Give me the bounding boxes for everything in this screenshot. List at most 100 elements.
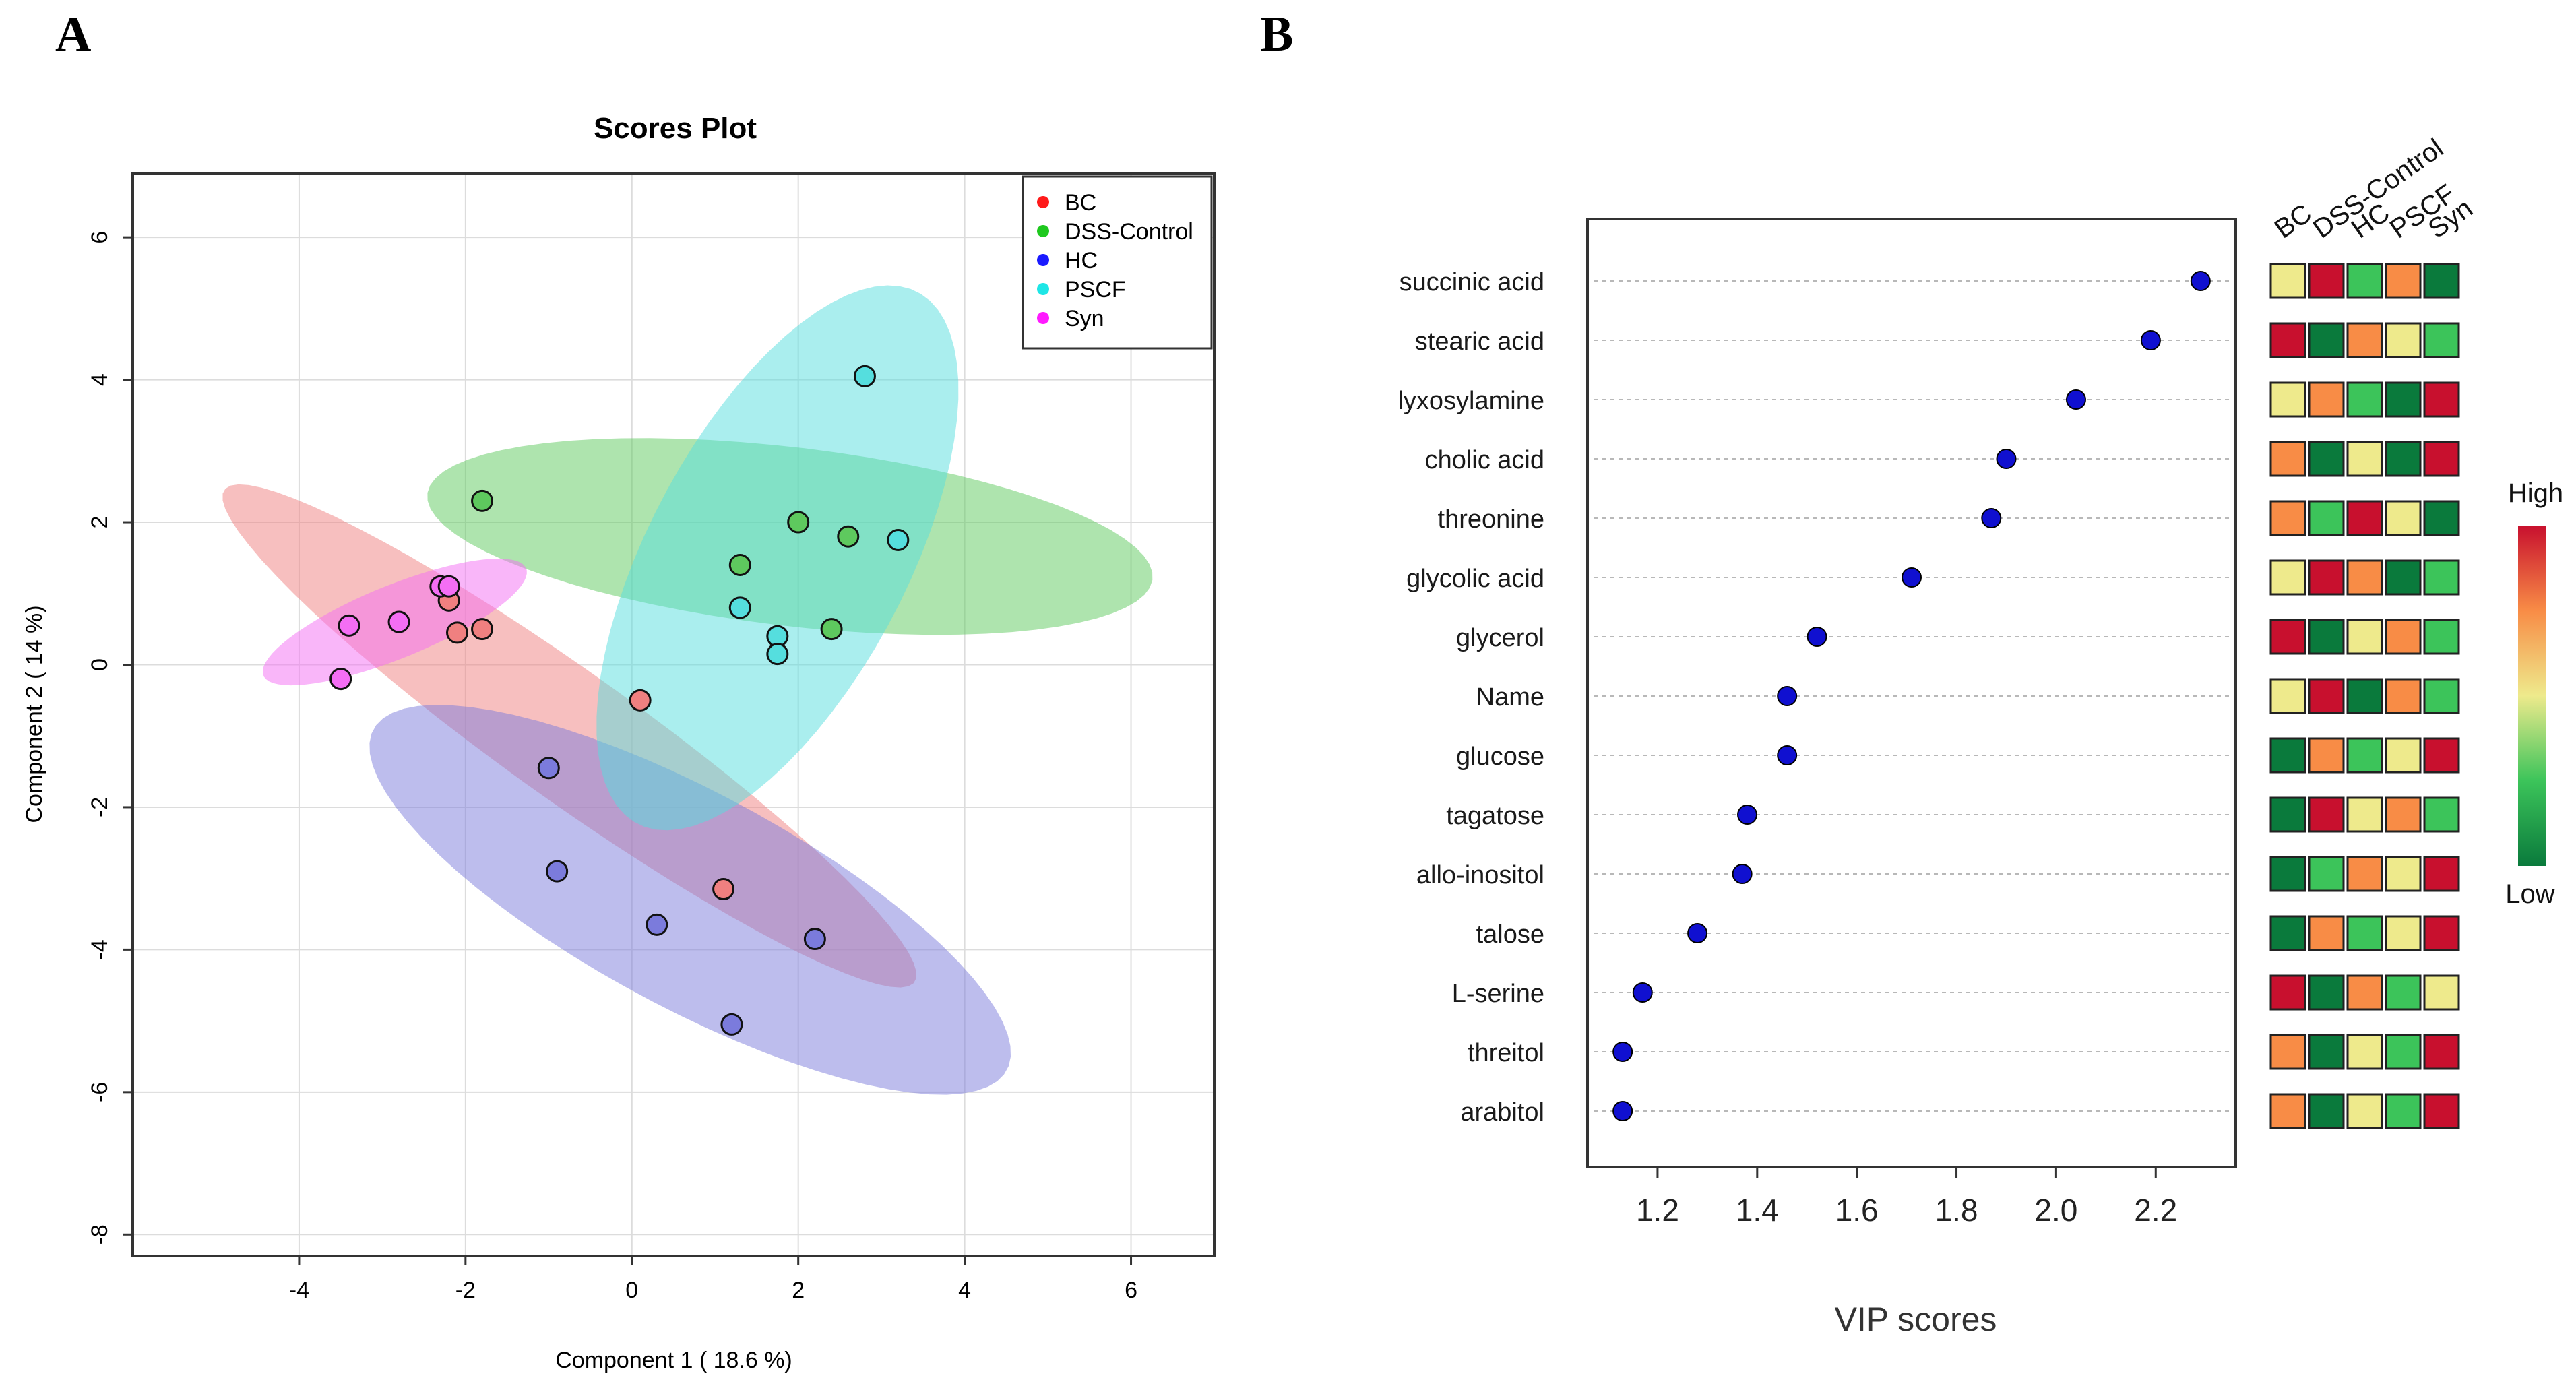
heatmap-cell [2308, 322, 2345, 358]
vip-point-glucose [1777, 745, 1798, 765]
point-hc [537, 757, 560, 780]
heatmap-cell [2423, 915, 2460, 951]
heatmap-cell [2269, 559, 2306, 596]
scores-y-tick-label: 6 [87, 231, 113, 244]
metabolite-label: threitol [1468, 1039, 1544, 1067]
heatmap-cell [2346, 915, 2383, 951]
heatmap-cell [2423, 559, 2460, 596]
point-syn [329, 668, 352, 691]
heatmap-cell [2385, 915, 2422, 951]
heatmap-cell [2385, 678, 2422, 714]
color-scale-high-label: High [2508, 478, 2563, 508]
scores-y-tick-label: -8 [87, 1224, 113, 1245]
heatmap-cell [2423, 381, 2460, 418]
heatmap-cell [2385, 322, 2422, 358]
vip-point-arabitol [1612, 1101, 1633, 1121]
vip-plot: succinic acid stearic acid lyxosylamine cho… [1397, 133, 2563, 1338]
point-hc [546, 860, 569, 883]
vip-grid [1594, 280, 2229, 1112]
heatmap-cell [2423, 856, 2460, 892]
vip-point-threonine [1981, 508, 2002, 528]
point-hc [720, 1013, 743, 1036]
heatmap-cell [2308, 1093, 2345, 1129]
point-hc [646, 913, 668, 936]
point-bc [629, 689, 652, 712]
heatmap-cell [2346, 678, 2383, 714]
heatmap-cell [2385, 1093, 2422, 1129]
vip-metabolite-labels: succinic acid stearic acid lyxosylamine cho… [1397, 268, 1544, 1127]
vip-heatmap [2269, 263, 2460, 1129]
vip-x-tick-label: 2.0 [2034, 1193, 2077, 1228]
heatmap-cell [2423, 500, 2460, 536]
heatmap-cell [2308, 856, 2345, 892]
heatmap-cell [2423, 796, 2460, 833]
point-dss-control [787, 511, 810, 534]
heatmap-cell [2346, 1034, 2383, 1070]
metabolite-label: cholic acid [1425, 446, 1544, 474]
heatmap-cell [2269, 915, 2306, 951]
metabolite-label: allo-inositol [1416, 861, 1544, 889]
vip-plot-frame [1586, 218, 2237, 1168]
scores-y-tick-label: -4 [87, 939, 113, 959]
heatmap-cell [2385, 974, 2422, 1011]
scores-x-tick-label: -4 [289, 1278, 309, 1303]
scores-plot: Scores Plot -4 -2 0 2 4 6 -8 -6 -4 -2 0 2 4 6 Compon… [22, 112, 1216, 1373]
heatmap-cell [2269, 737, 2306, 774]
heatmap-cell [2308, 796, 2345, 833]
legend-marker-pscf [1037, 283, 1049, 295]
vip-x-tick-label: 1.8 [1935, 1193, 1978, 1228]
legend-marker-syn [1037, 312, 1049, 324]
heatmap-cell [2346, 500, 2383, 536]
heatmap-cell [2269, 441, 2306, 477]
heatmap-cell [2423, 974, 2460, 1011]
point-dss-control [728, 553, 751, 576]
heatmap-cell [2269, 796, 2306, 833]
heatmap-cell [2308, 1034, 2345, 1070]
metabolite-label: tagatose [1446, 802, 1544, 830]
color-scale-bar [2518, 526, 2546, 866]
heatmap-cell [2346, 1093, 2383, 1129]
vip-x-tick-label: 1.4 [1736, 1193, 1779, 1228]
vip-point-allo-inositol [1732, 864, 1753, 884]
metabolite-label: glucose [1456, 743, 1544, 771]
scores-y-axis-label: Component 2 ( 14 %) [22, 605, 47, 823]
metabolite-label: lyxosylamine [1397, 387, 1544, 415]
heatmap-cell [2308, 974, 2345, 1011]
vip-point-name [1777, 686, 1798, 706]
heatmap-cell [2346, 619, 2383, 655]
scores-plot-frame [131, 172, 1216, 1257]
vip-x-axis: 1.2 1.4 1.6 1.8 2.0 2.2 [1636, 1167, 2177, 1228]
vip-point-lyxosylamine [2065, 389, 2086, 410]
vip-point-threitol [1612, 1042, 1633, 1062]
heatmap-cell [2269, 619, 2306, 655]
heatmap-cell [2385, 737, 2422, 774]
heatmap-cell [2308, 737, 2345, 774]
point-syn [387, 610, 410, 633]
vip-point-stearic-acid [2140, 330, 2161, 350]
heatmap-cell [2423, 1034, 2460, 1070]
vip-x-tick-label: 1.2 [1636, 1193, 1679, 1228]
metabolite-label: Name [1476, 683, 1544, 712]
heatmap-cell [2308, 559, 2345, 596]
metabolite-label: succinic acid [1400, 268, 1544, 296]
heatmap-cell [2308, 678, 2345, 714]
heatmap-cell [2423, 263, 2460, 299]
point-pscf [766, 643, 789, 666]
heatmap-cell [2269, 1034, 2306, 1070]
legend-label-bc: BC [1065, 190, 1096, 216]
legend-marker-bc [1037, 196, 1049, 208]
heatmap-cell [2385, 559, 2422, 596]
point-dss-control [820, 618, 843, 641]
heatmap-cell [2269, 678, 2306, 714]
vip-point-cholic-acid [1996, 449, 2017, 469]
heatmap-cell [2423, 441, 2460, 477]
vip-point-tagatose [1737, 805, 1758, 825]
heatmap-cell [2308, 619, 2345, 655]
heatmap-cell [2423, 322, 2460, 358]
heatmap-cell [2423, 1093, 2460, 1129]
scores-legend: BC DSS-Control HC PSCF Syn [1022, 175, 1213, 350]
scores-y-tick-label: 0 [87, 658, 113, 671]
legend-box [1022, 175, 1213, 350]
metabolite-label: talose [1476, 920, 1544, 949]
